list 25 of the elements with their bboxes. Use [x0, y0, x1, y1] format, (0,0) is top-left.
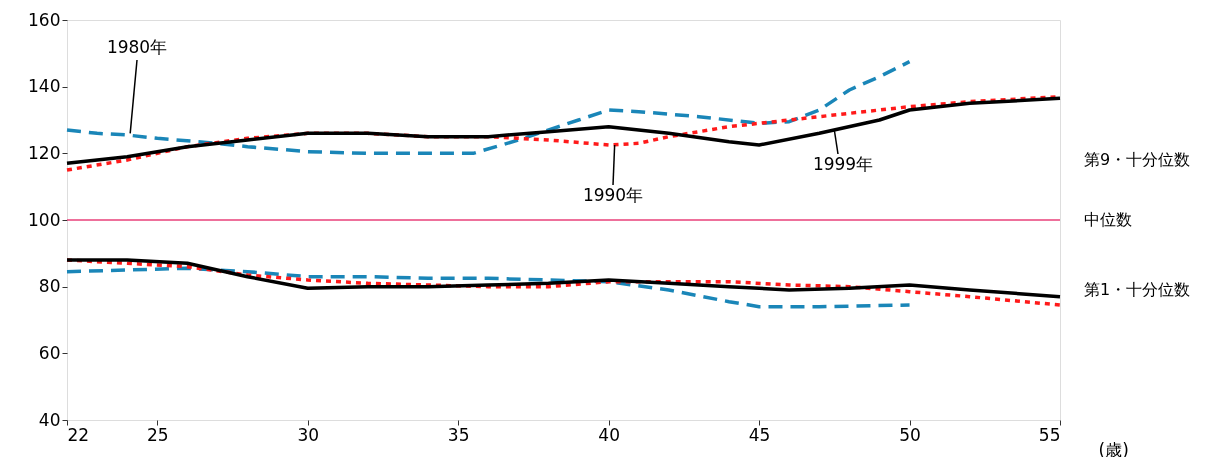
line-series [65, 266, 912, 309]
y-tick-label: 40 [38, 409, 61, 430]
text: 第1・十分位数 [1084, 280, 1191, 299]
line-series [65, 258, 1062, 299]
annotation: 1990年 [582, 185, 644, 205]
text: 第9・十分位数 [1084, 150, 1191, 169]
y-tick-label: 60 [38, 342, 61, 363]
y-tick-label: 120 [28, 142, 61, 163]
x-tick-label: 25 [146, 424, 169, 445]
y-tick-label: 160 [28, 9, 61, 30]
y-tick-label: 80 [38, 276, 61, 297]
x-tick-label: 22 [67, 424, 90, 445]
x-tick-label: 45 [748, 424, 771, 445]
annotation: 1980年 [106, 37, 168, 57]
x-tick-label: 55 [1038, 424, 1061, 445]
y-tick-label: 140 [28, 76, 61, 97]
x-axis-title: (歳) [1098, 439, 1129, 457]
x-tick-label: 40 [598, 424, 620, 445]
text: 中位数 [1084, 210, 1132, 229]
x-tick-label: 50 [899, 424, 921, 445]
annotation: 1999年 [812, 154, 874, 174]
x-tick-label: 35 [447, 424, 470, 445]
y-tick-label: 100 [28, 209, 61, 230]
line-series [65, 59, 912, 156]
x-tick-label: 30 [297, 424, 320, 445]
